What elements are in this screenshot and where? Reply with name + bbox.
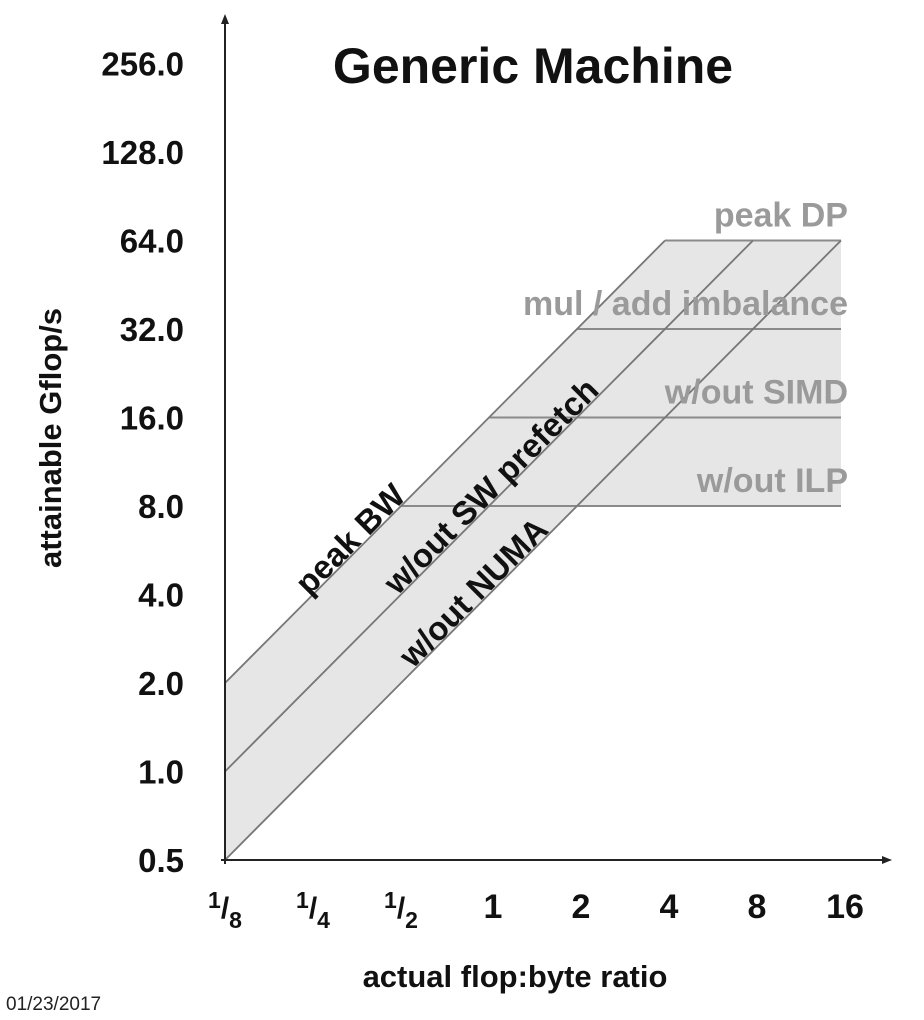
ceiling-label-mul-add-imbalance: mul / add imbalance: [523, 285, 848, 323]
y-tick-label: 32.0: [120, 311, 184, 348]
y-tick-label: 256.0: [101, 46, 184, 83]
x-tick-numerator: 1: [384, 887, 397, 913]
x-tick-label: 1/2: [384, 887, 418, 933]
y-tick-label: 1.0: [138, 754, 184, 791]
x-tick-labels: 1/81/41/2 1 2 4 8 16: [208, 887, 864, 933]
x-tick-slash: /: [221, 892, 230, 925]
x-axis-label: actual flop:byte ratio: [363, 959, 668, 994]
x-tick-label: 16: [826, 888, 864, 926]
x-tick-label: 1/8: [208, 887, 242, 933]
y-tick-label: 16.0: [120, 400, 184, 437]
axes: [221, 14, 892, 864]
x-tick-label: 8: [748, 888, 767, 926]
ceiling-line-w-out-numa: [224, 239, 842, 861]
y-tick-labels: 0.5 1.0 2.0 4.0 8.0 16.0 32.0 64.0 128.0 256.0: [101, 46, 184, 880]
y-axis-arrow: [221, 14, 229, 24]
x-tick-label: 1: [484, 888, 503, 926]
x-tick-denominator: 2: [405, 907, 418, 933]
y-tick-label: 4.0: [138, 577, 184, 614]
y-tick-label: 128.0: [101, 134, 184, 171]
ceiling-label-peak-dp: peak DP: [714, 197, 848, 235]
x-tick-label: 4: [660, 888, 679, 926]
y-tick-label: 2.0: [138, 665, 184, 702]
chart-title: Generic Machine: [333, 38, 733, 94]
compute-ceiling-labels: peak DP mul / add imbalance w/out SIMD w/ou…: [523, 197, 848, 501]
ceiling-line-peak-bw: [224, 239, 666, 684]
x-axis-arrow: [882, 856, 892, 864]
ceiling-label-w-out-ilp: w/out ILP: [696, 462, 848, 500]
ceiling-label-w-out-simd: w/out SIMD: [664, 374, 848, 412]
x-tick-slash: /: [397, 892, 406, 925]
slide-date: 01/23/2017: [6, 994, 102, 1015]
y-axis-label: attainable Gflop/s: [33, 308, 68, 568]
y-tick-label: 0.5: [138, 842, 184, 879]
x-tick-denominator: 8: [229, 907, 242, 933]
x-tick-label: 1/4: [296, 887, 330, 933]
x-tick-numerator: 1: [208, 887, 221, 913]
x-tick-denominator: 4: [317, 907, 330, 933]
y-tick-label: 8.0: [138, 488, 184, 525]
bandwidth-ceiling-lines: [224, 239, 842, 861]
ceiling-line-w-out-sw-prefetch: [224, 239, 754, 773]
x-tick-slash: /: [309, 892, 318, 925]
y-tick-label: 64.0: [120, 223, 184, 260]
x-tick-numerator: 1: [296, 887, 309, 913]
x-tick-label: 2: [572, 888, 591, 926]
